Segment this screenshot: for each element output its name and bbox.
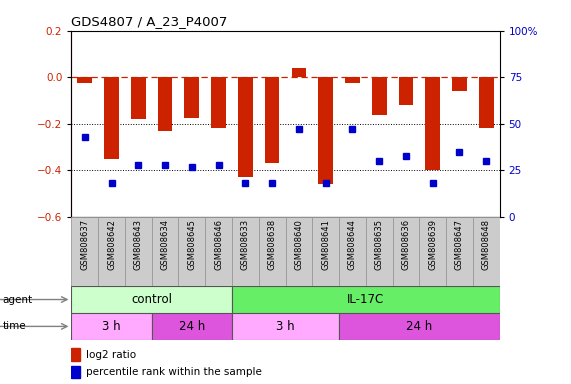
Text: GSM808647: GSM808647 [455, 219, 464, 270]
Text: GSM808644: GSM808644 [348, 219, 357, 270]
Text: GSM808640: GSM808640 [295, 219, 303, 270]
Bar [259, 217, 286, 286]
Bar [71, 313, 152, 340]
Bar [184, 77, 199, 118]
Bar [345, 77, 360, 83]
Text: time: time [3, 321, 26, 331]
Bar [232, 286, 500, 313]
Bar [178, 217, 205, 286]
Bar [104, 77, 119, 159]
Text: 24 h: 24 h [179, 320, 205, 333]
Bar [339, 217, 366, 286]
Text: GDS4807 / A_23_P4007: GDS4807 / A_23_P4007 [71, 15, 228, 28]
Text: GSM808633: GSM808633 [241, 219, 250, 270]
Bar [339, 313, 500, 340]
Bar [205, 217, 232, 286]
Bar [71, 366, 81, 378]
Bar [425, 77, 440, 170]
Text: GSM808634: GSM808634 [160, 219, 170, 270]
Bar [158, 77, 172, 131]
Text: GSM808643: GSM808643 [134, 219, 143, 270]
Text: GSM808636: GSM808636 [401, 219, 411, 270]
Bar [473, 217, 500, 286]
Bar [419, 217, 446, 286]
Text: IL-17C: IL-17C [347, 293, 384, 306]
Text: control: control [131, 293, 172, 306]
Text: GSM808637: GSM808637 [81, 219, 89, 270]
Bar [479, 77, 493, 129]
Text: GSM808641: GSM808641 [321, 219, 330, 270]
Text: GSM808635: GSM808635 [375, 219, 384, 270]
Bar [318, 77, 333, 184]
Bar [238, 77, 253, 177]
Bar [131, 77, 146, 119]
Text: GSM808648: GSM808648 [482, 219, 490, 270]
Bar [232, 313, 339, 340]
Bar [399, 77, 413, 105]
Text: log2 ratio: log2 ratio [86, 349, 136, 359]
Text: 3 h: 3 h [276, 320, 295, 333]
Bar [125, 217, 152, 286]
Bar [372, 77, 387, 114]
Bar [71, 348, 81, 361]
Bar [152, 217, 178, 286]
Bar [366, 217, 393, 286]
Text: GSM808638: GSM808638 [268, 219, 276, 270]
Bar [452, 77, 467, 91]
Text: 24 h: 24 h [406, 320, 432, 333]
Bar [265, 77, 279, 164]
Text: GSM808646: GSM808646 [214, 219, 223, 270]
Bar [232, 217, 259, 286]
Bar [98, 217, 125, 286]
Text: GSM808645: GSM808645 [187, 219, 196, 270]
Bar [78, 77, 92, 83]
Text: GSM808642: GSM808642 [107, 219, 116, 270]
Bar [152, 313, 232, 340]
Text: 3 h: 3 h [102, 320, 121, 333]
Bar [286, 217, 312, 286]
Bar [312, 217, 339, 286]
Bar [292, 68, 306, 77]
Bar [446, 217, 473, 286]
Bar [71, 286, 232, 313]
Text: agent: agent [3, 295, 33, 305]
Text: GSM808639: GSM808639 [428, 219, 437, 270]
Text: percentile rank within the sample: percentile rank within the sample [86, 367, 262, 377]
Bar [71, 217, 98, 286]
Bar [211, 77, 226, 129]
Bar [393, 217, 419, 286]
